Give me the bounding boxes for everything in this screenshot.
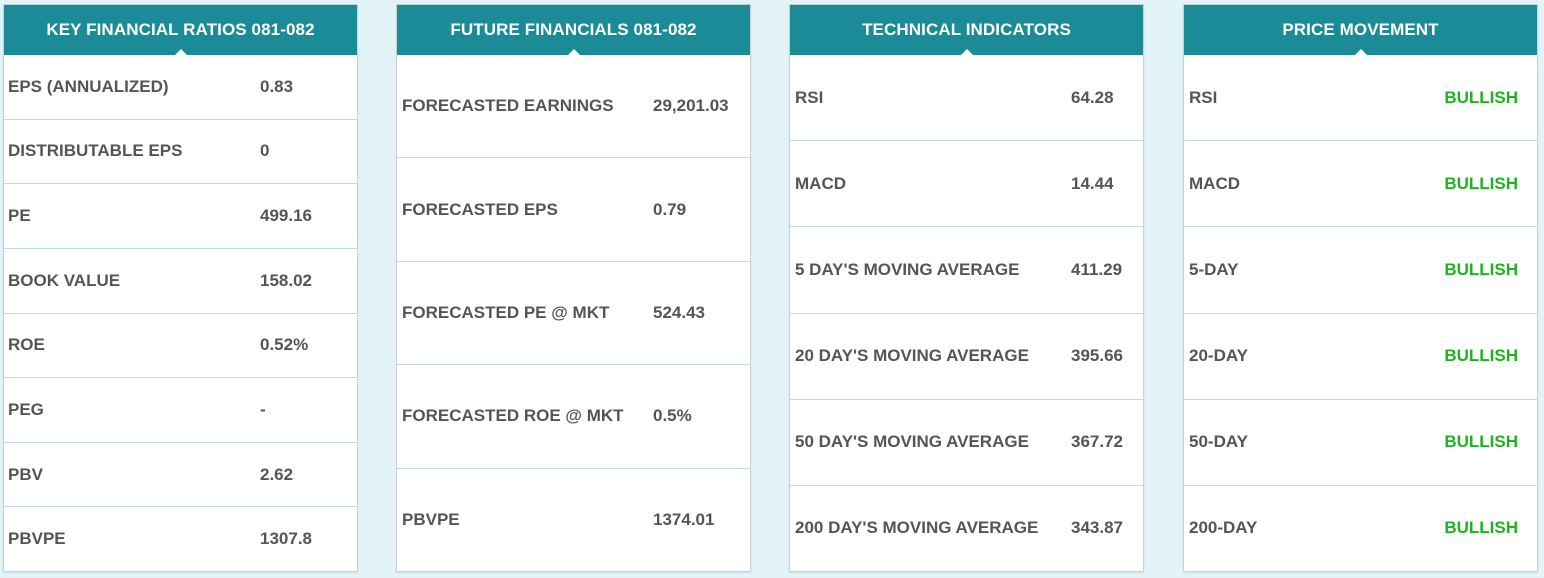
table-row: 5 DAY'S MOVING AVERAGE 411.29: [790, 226, 1143, 312]
future-financials-panel: FUTURE FINANCIALS 081-082 FORECASTED EAR…: [396, 4, 751, 572]
table-row: FORECASTED ROE @ MKT 0.5%: [397, 364, 750, 467]
row-label: FORECASTED EARNINGS: [402, 96, 614, 116]
row-value: 14.44: [1071, 173, 1114, 193]
row-label: 20 DAY'S MOVING AVERAGE: [795, 346, 1029, 366]
row-label: MACD: [795, 173, 846, 193]
table-row: MACD 14.44: [790, 140, 1143, 226]
table-row: PE 499.16: [4, 183, 357, 248]
row-value: 0.52%: [260, 335, 309, 355]
table-row: RSI 64.28: [790, 55, 1143, 140]
table-row: FORECASTED PE @ MKT 524.43: [397, 260, 750, 364]
row-label: PBV: [8, 464, 43, 484]
row-value: 0.79: [653, 199, 687, 219]
row-value: 343.87: [1071, 518, 1123, 538]
table-row: DISTRIBUTABLE EPS 0: [4, 118, 357, 184]
row-value: 499.16: [260, 206, 312, 226]
table-row: EPS (ANNUALIZED) 0.83: [4, 55, 357, 119]
table-row: 50 DAY'S MOVING AVERAGE 367.72: [790, 398, 1143, 485]
status-badge: BULLISH: [1444, 87, 1518, 107]
table-row: PBV 2.62: [4, 441, 357, 507]
row-label: DISTRIBUTABLE EPS: [8, 141, 183, 161]
row-value: 0.5%: [653, 406, 692, 426]
table-row: RSI BULLISH: [1184, 55, 1537, 140]
row-label: 200-DAY: [1189, 518, 1258, 538]
row-value: 1374.01: [653, 509, 715, 529]
row-label: RSI: [1189, 87, 1218, 107]
row-label: 20-DAY: [1189, 346, 1248, 366]
row-label: PE: [8, 206, 31, 226]
row-label: ROE: [8, 335, 45, 355]
table-row: ROE 0.52%: [4, 312, 357, 378]
table-row: BOOK VALUE 158.02: [4, 247, 357, 313]
row-value: 411.29: [1071, 259, 1123, 279]
row-value: 0: [260, 141, 270, 161]
row-value: 29,201.03: [653, 96, 729, 116]
table-row: PBVPE 1374.01: [397, 467, 750, 571]
status-badge: BULLISH: [1444, 173, 1518, 193]
table-row: 20-DAY BULLISH: [1184, 312, 1537, 399]
row-value: 395.66: [1071, 346, 1123, 366]
row-label: FORECASTED ROE @ MKT: [402, 406, 624, 426]
row-value: 2.62: [260, 464, 294, 484]
row-label: FORECASTED PE @ MKT: [402, 303, 610, 323]
table-row: MACD BULLISH: [1184, 140, 1537, 226]
row-value: 158.02: [260, 270, 312, 290]
table-row: PEG -: [4, 377, 357, 442]
panel-title: FUTURE FINANCIALS 081-082: [397, 5, 750, 56]
row-label: 5 DAY'S MOVING AVERAGE: [795, 259, 1020, 279]
panel-title: TECHNICAL INDICATORS: [790, 5, 1143, 56]
row-label: 50 DAY'S MOVING AVERAGE: [795, 432, 1029, 452]
technical-indicators-panel: TECHNICAL INDICATORS RSI 64.28 MACD 14.44 …: [789, 4, 1144, 572]
table-row: 20 DAY'S MOVING AVERAGE 395.66: [790, 312, 1143, 399]
table-row: PBVPE 1307.8: [4, 506, 357, 571]
status-badge: BULLISH: [1444, 259, 1518, 279]
row-label: 200 DAY'S MOVING AVERAGE: [795, 518, 1039, 538]
table-row: FORECASTED EPS 0.79: [397, 157, 750, 260]
row-label: 50-DAY: [1189, 432, 1248, 452]
row-label: FORECASTED EPS: [402, 199, 558, 219]
row-label: PBVPE: [8, 529, 66, 549]
table-row: 5-DAY BULLISH: [1184, 226, 1537, 312]
row-label: 5-DAY: [1189, 259, 1239, 279]
row-label: EPS (ANNUALIZED): [8, 76, 169, 96]
row-label: BOOK VALUE: [8, 270, 121, 290]
row-value: 524.43: [653, 303, 705, 323]
row-label: PEG: [8, 399, 44, 419]
table-row: 200-DAY BULLISH: [1184, 484, 1537, 571]
status-badge: BULLISH: [1444, 432, 1518, 452]
row-label: RSI: [795, 87, 824, 107]
status-badge: BULLISH: [1444, 346, 1518, 366]
row-label: MACD: [1189, 173, 1240, 193]
key-financial-ratios-panel: KEY FINANCIAL RATIOS 081-082 EPS (ANNUAL…: [3, 4, 358, 572]
panel-title: KEY FINANCIAL RATIOS 081-082: [4, 5, 357, 56]
row-value: -: [260, 399, 266, 419]
panel-title: PRICE MOVEMENT: [1184, 5, 1537, 56]
row-value: 367.72: [1071, 432, 1123, 452]
row-value: 64.28: [1071, 87, 1114, 107]
price-movement-panel: PRICE MOVEMENT RSI BULLISH MACD BULLISH 5-…: [1183, 4, 1538, 572]
row-value: 0.83: [260, 76, 294, 96]
table-row: 200 DAY'S MOVING AVERAGE 343.87: [790, 484, 1143, 571]
table-row: FORECASTED EARNINGS 29,201.03: [397, 55, 750, 157]
row-label: PBVPE: [402, 509, 460, 529]
row-value: 1307.8: [260, 529, 312, 549]
status-badge: BULLISH: [1444, 518, 1518, 538]
table-row: 50-DAY BULLISH: [1184, 398, 1537, 485]
